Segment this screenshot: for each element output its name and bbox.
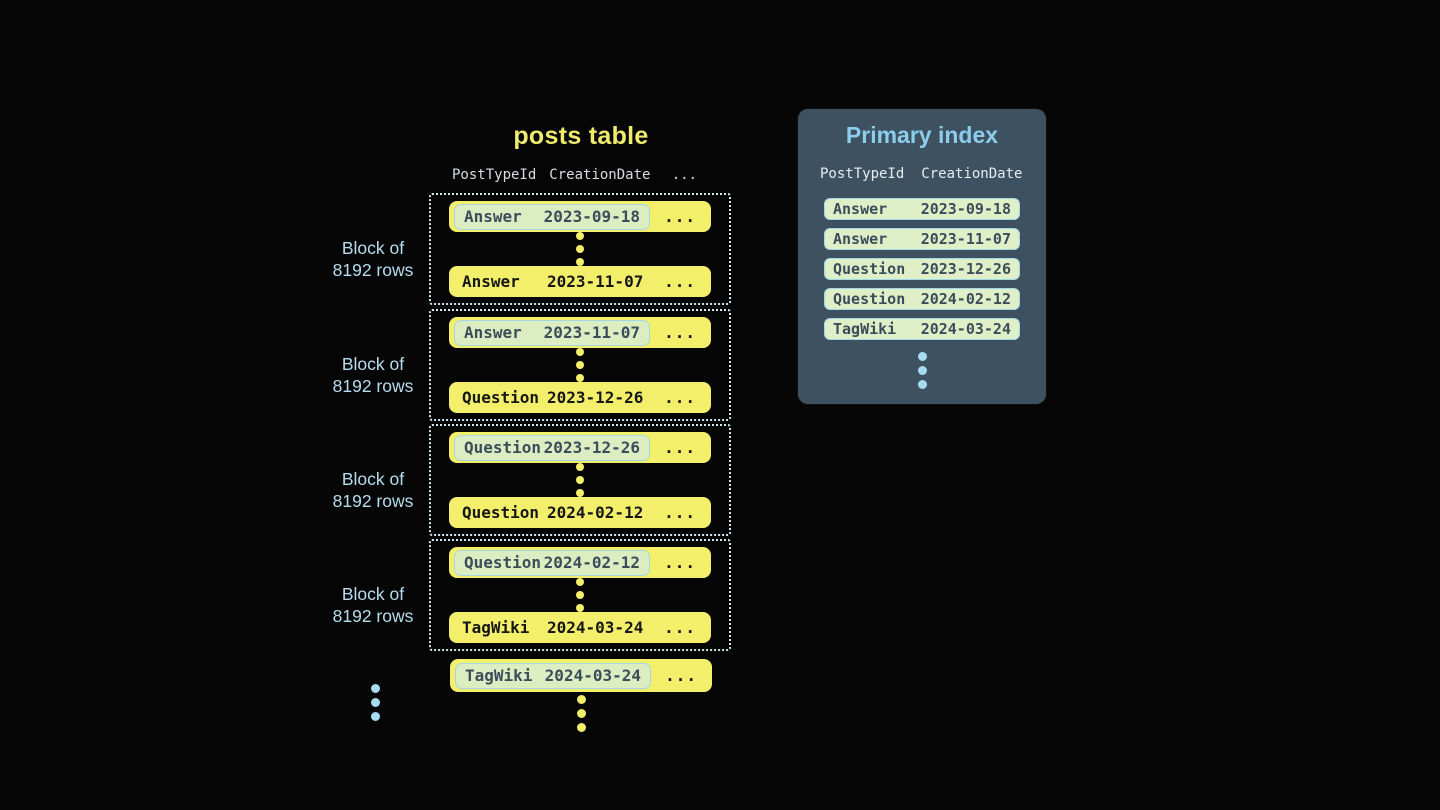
block-label-line1: Block of <box>341 584 405 604</box>
indexed-entry-pill: Question 2023-12-26 <box>454 434 650 461</box>
block-label-line2: 8192 rows <box>332 259 414 280</box>
primary-index-title: Primary index <box>845 122 999 148</box>
creation-date-cell: 2023-11-07 <box>543 323 640 342</box>
post-type-cell: TagWiki <box>465 666 533 685</box>
post-type-cell: Answer <box>833 230 888 248</box>
table-row: Question 2024-02-12 ... <box>449 547 711 578</box>
creation-date-cell: 2023-09-18 <box>543 207 640 226</box>
row-ellipsis: ... <box>665 666 697 685</box>
table-row: Question 2023-12-26 ... <box>449 382 711 413</box>
table-block-3: Question 2023-12-26 ... Question 2024-02… <box>429 424 731 536</box>
creation-date-cell: 2024-02-12 <box>920 290 1011 308</box>
indexed-entry-pill: TagWiki 2024-03-24 <box>455 662 651 689</box>
primary-index-panel: Primary index PostTypeId CreationDate An… <box>798 109 1046 404</box>
vertical-ellipsis-icon <box>576 348 584 382</box>
row-ellipsis: ... <box>664 503 696 522</box>
row-ellipsis: ... <box>664 388 696 407</box>
creation-date-cell: 2024-03-24 <box>547 618 644 637</box>
row-ellipsis: ... <box>664 553 696 572</box>
table-block-1: Answer 2023-09-18 ... Answer 2023-11-07 … <box>429 193 731 305</box>
row-ellipsis: ... <box>664 207 696 226</box>
table-row: Answer 2023-11-07 ... <box>449 266 711 297</box>
post-type-cell: TagWiki <box>462 618 530 637</box>
indexed-entry-pill: Question 2024-02-12 <box>454 549 650 576</box>
post-type-cell: Answer <box>833 200 888 218</box>
posts-table-column-headers: PostTypeId CreationDate ... <box>450 167 712 183</box>
table-row: TagWiki 2024-03-24 ... <box>449 612 711 643</box>
creation-date-cell: 2023-11-07 <box>547 272 644 291</box>
row-ellipsis: ... <box>664 438 696 457</box>
post-type-cell: Answer <box>464 323 522 342</box>
row-ellipsis: ... <box>664 323 696 342</box>
column-header-ellipsis: ... <box>671 167 697 183</box>
block-size-label: Block of 8192 rows <box>303 584 443 627</box>
creation-date-cell: 2023-12-26 <box>920 260 1011 278</box>
column-header-posttypeid: PostTypeId <box>820 166 905 182</box>
index-entry: Answer 2023-09-18 <box>824 198 1020 220</box>
creation-date-cell: 2024-02-12 <box>547 503 644 522</box>
table-block-2: Answer 2023-11-07 ... Question 2023-12-2… <box>429 309 731 421</box>
posts-table-title: posts table <box>513 122 649 150</box>
post-type-cell: Answer <box>464 207 522 226</box>
creation-date-cell: 2023-12-26 <box>547 388 644 407</box>
post-type-cell: Question <box>462 503 540 522</box>
block-size-label: Block of 8192 rows <box>303 238 443 281</box>
post-type-cell: Question <box>464 553 542 572</box>
table-row: Answer 2023-11-07 ... <box>449 317 711 348</box>
indexed-entry-pill: Answer 2023-11-07 <box>454 319 650 346</box>
vertical-ellipsis-icon <box>798 352 1046 389</box>
column-header-posttypeid: PostTypeId <box>452 167 537 183</box>
creation-date-cell: 2024-03-24 <box>920 320 1011 338</box>
creation-date-cell: 2023-12-26 <box>543 438 640 457</box>
creation-date-cell: 2024-02-12 <box>543 553 640 572</box>
creation-date-cell: 2024-03-24 <box>544 666 641 685</box>
post-type-cell: TagWiki <box>833 320 897 338</box>
block-label-line1: Block of <box>341 469 405 489</box>
creation-date-cell: 2023-09-18 <box>920 200 1011 218</box>
block-label-line2: 8192 rows <box>332 375 414 396</box>
vertical-ellipsis-icon <box>371 684 380 721</box>
table-row: Question 2024-02-12 ... <box>449 497 711 528</box>
vertical-ellipsis-icon <box>577 695 586 732</box>
block-label-line2: 8192 rows <box>332 605 414 626</box>
column-header-creationdate: CreationDate <box>549 167 651 183</box>
index-entry: TagWiki 2024-03-24 <box>824 318 1020 340</box>
index-entry: Question 2024-02-12 <box>824 288 1020 310</box>
index-entry: Answer 2023-11-07 <box>824 228 1020 250</box>
vertical-ellipsis-icon <box>576 578 584 612</box>
block-size-label: Block of 8192 rows <box>303 354 443 397</box>
post-type-cell: Answer <box>462 272 520 291</box>
primary-index-entries: Answer 2023-09-18 Answer 2023-11-07 Ques… <box>798 198 1046 340</box>
table-row: Answer 2023-09-18 ... <box>449 201 711 232</box>
block-label-line1: Block of <box>341 354 405 374</box>
column-header-creationdate: CreationDate <box>921 166 1023 182</box>
row-ellipsis: ... <box>664 618 696 637</box>
indexed-entry-pill: Answer 2023-09-18 <box>454 203 650 230</box>
post-type-cell: Question <box>464 438 542 457</box>
table-block-4: Question 2024-02-12 ... TagWiki 2024-03-… <box>429 539 731 651</box>
table-row-overflow: TagWiki 2024-03-24 ... <box>450 659 712 692</box>
block-label-line2: 8192 rows <box>332 490 414 511</box>
block-label-line1: Block of <box>341 238 405 258</box>
vertical-ellipsis-icon <box>576 232 584 266</box>
post-type-cell: Question <box>833 290 906 308</box>
index-entry: Question 2023-12-26 <box>824 258 1020 280</box>
creation-date-cell: 2023-11-07 <box>920 230 1011 248</box>
post-type-cell: Question <box>833 260 906 278</box>
block-size-label: Block of 8192 rows <box>303 469 443 512</box>
table-row: Question 2023-12-26 ... <box>449 432 711 463</box>
vertical-ellipsis-icon <box>576 463 584 497</box>
primary-index-column-headers: PostTypeId CreationDate <box>798 166 1046 182</box>
post-type-cell: Question <box>462 388 540 407</box>
row-ellipsis: ... <box>664 272 696 291</box>
